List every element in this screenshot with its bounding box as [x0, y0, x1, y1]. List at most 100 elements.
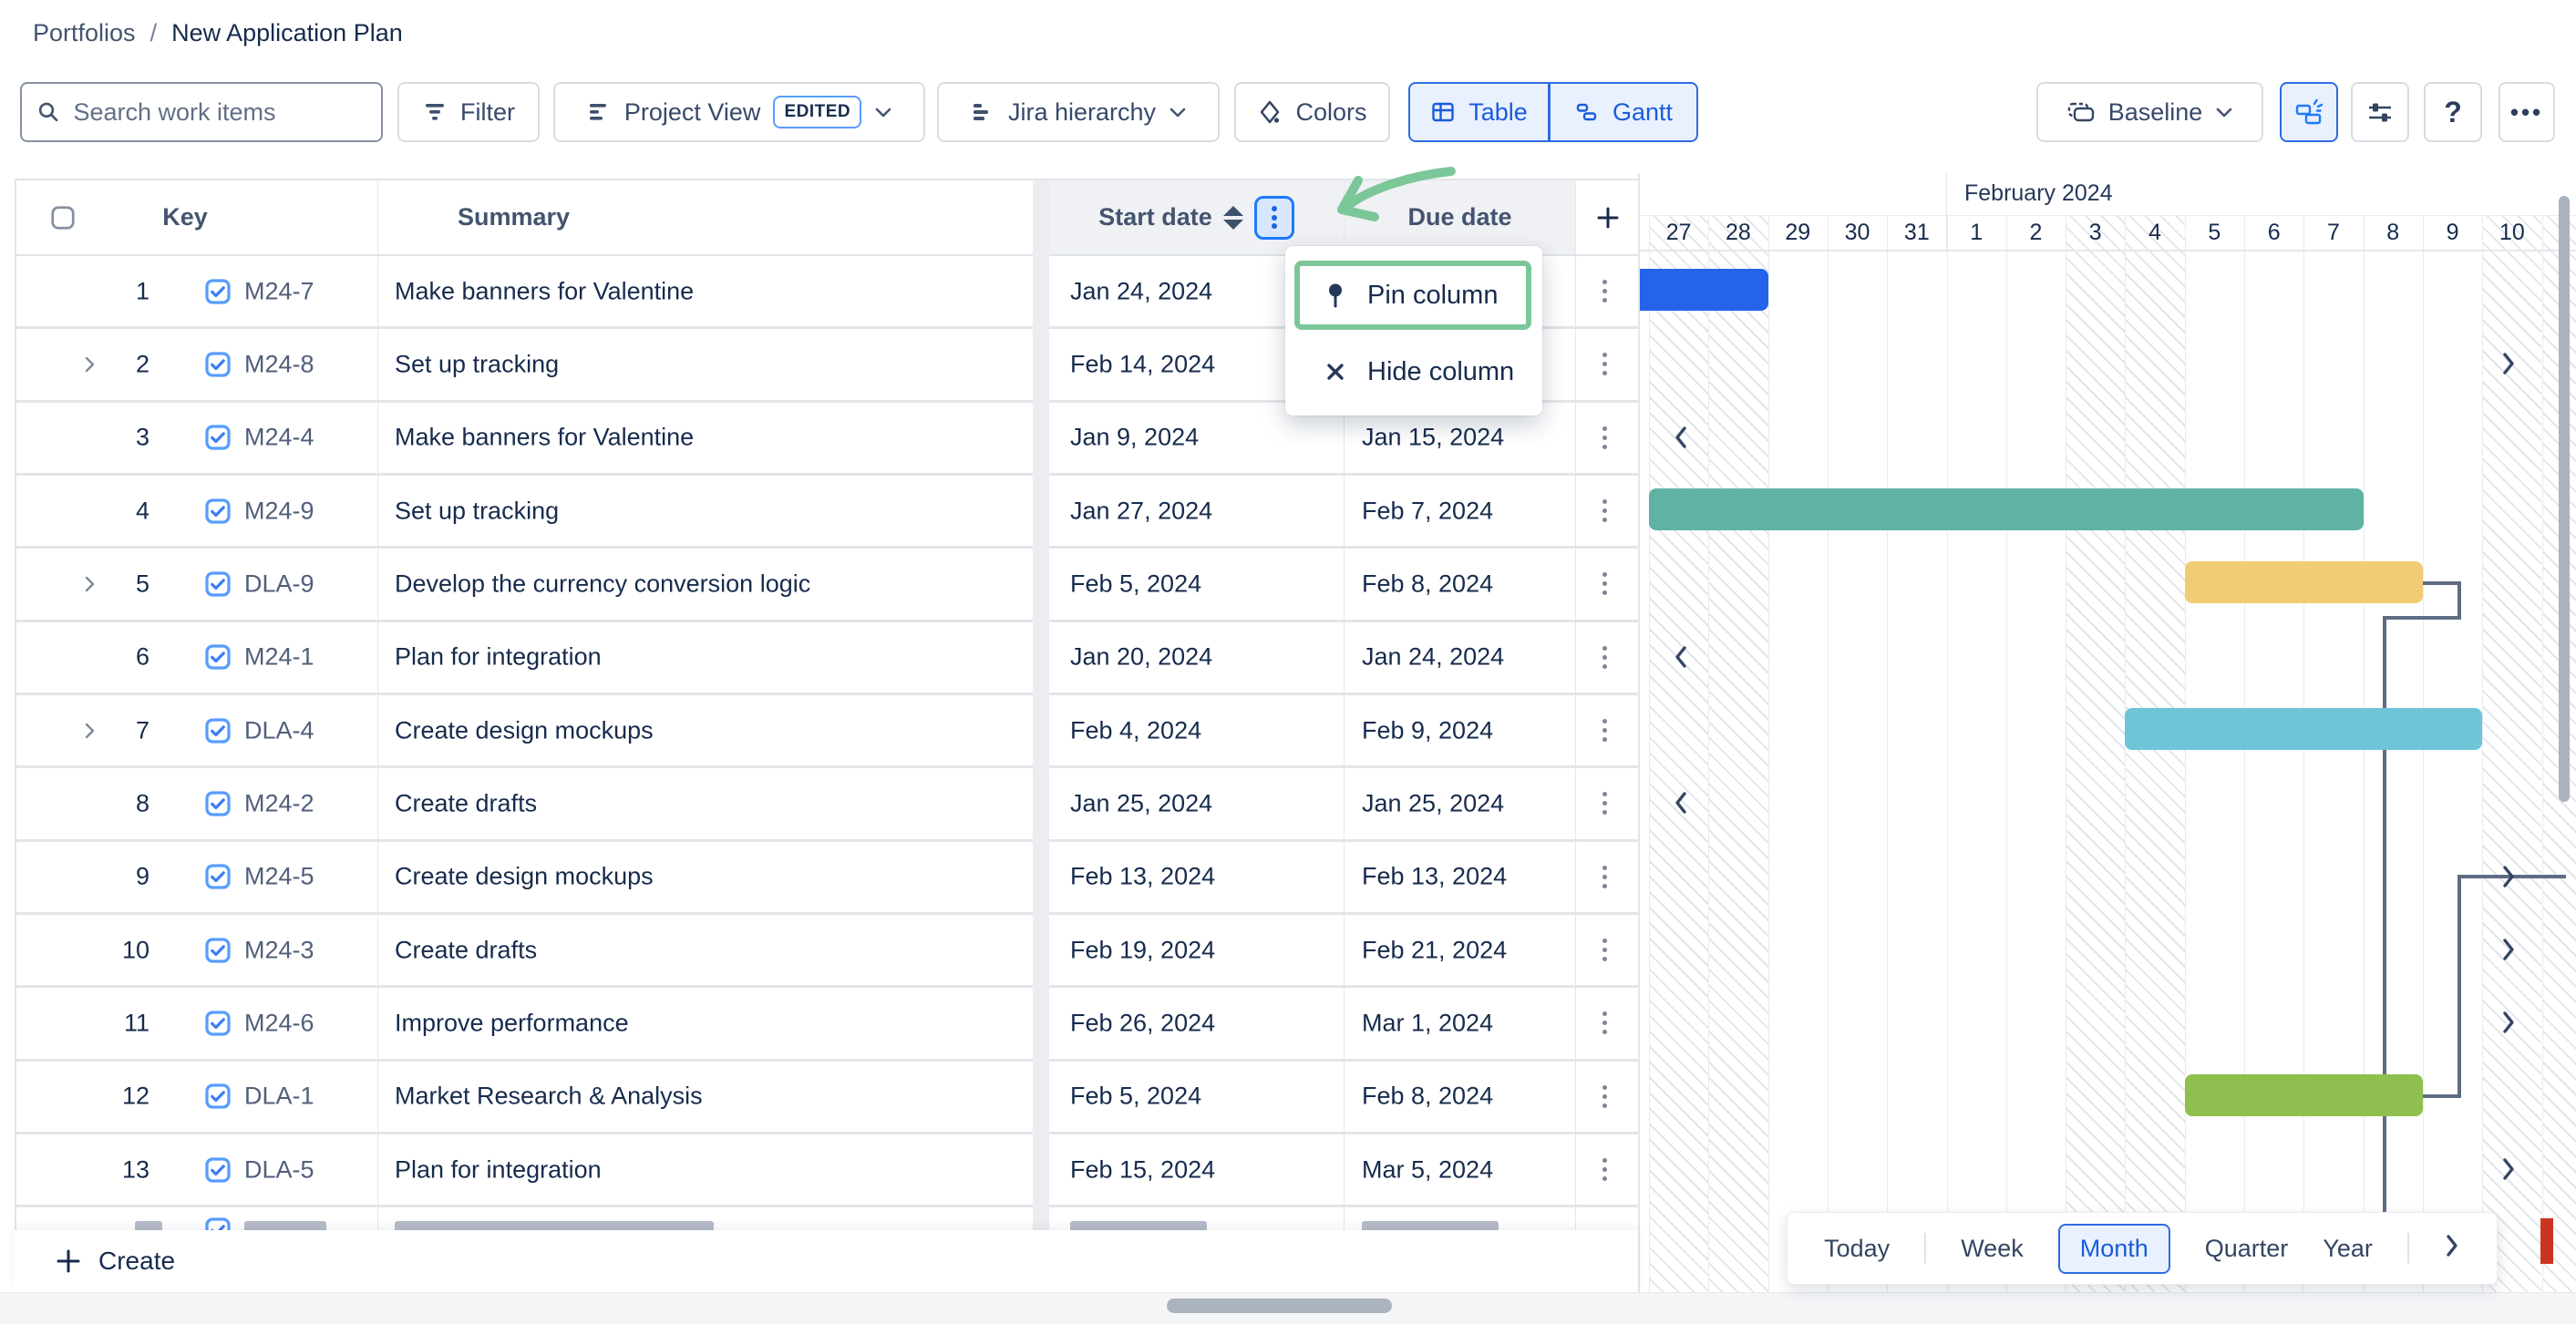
issue-summary[interactable]: Improve performance [395, 1009, 629, 1037]
zoom-option-month[interactable]: Month [2057, 1223, 2170, 1274]
zoom-option-quarter[interactable]: Quarter [2204, 1234, 2289, 1262]
due-date-cell[interactable]: Mar 1, 2024 [1362, 1009, 1494, 1037]
timeline-scroll-right-button[interactable] [2444, 1231, 2460, 1267]
start-date-cell[interactable]: Jan 25, 2024 [1070, 789, 1213, 817]
horizontal-scrollbar-thumb[interactable] [1167, 1298, 1392, 1313]
sort-icon[interactable] [1222, 205, 1243, 230]
gantt-vertical-scrollbar[interactable] [2559, 196, 2570, 802]
column-divider [1575, 180, 1576, 1324]
due-date-cell[interactable]: Jan 15, 2024 [1362, 423, 1505, 451]
offscreen-bar-right-button[interactable] [2500, 935, 2517, 969]
add-column-button[interactable] [1575, 180, 1638, 254]
column-header-key[interactable]: Key [162, 203, 208, 231]
jira-hierarchy-button[interactable]: Jira hierarchy [937, 82, 1220, 142]
help-button[interactable]: ? [2424, 82, 2482, 142]
due-date-cell[interactable]: Feb 9, 2024 [1362, 716, 1494, 744]
due-date-cell[interactable]: Jan 24, 2024 [1362, 642, 1505, 671]
offscreen-bar-right-button[interactable] [2500, 349, 2517, 383]
issue-summary[interactable]: Market Research & Analysis [395, 1082, 703, 1110]
start-date-cell[interactable]: Feb 13, 2024 [1070, 862, 1216, 890]
issue-summary[interactable]: Set up tracking [395, 497, 560, 525]
offscreen-bar-right-button[interactable] [2500, 862, 2517, 896]
day-gridline [2244, 215, 2245, 1292]
start-date-cell[interactable]: Feb 4, 2024 [1070, 716, 1202, 744]
table-row[interactable]: 6 M24-1 Plan for integration Jan 20, 2024 J… [16, 621, 1638, 695]
issue-summary[interactable]: Develop the currency conversion logic [395, 570, 811, 598]
due-date-cell[interactable]: Feb 7, 2024 [1362, 497, 1494, 525]
table-row[interactable]: 11 M24-6 Improve performance Feb 26, 2024 M… [16, 988, 1638, 1062]
start-date-cell[interactable]: Jan 9, 2024 [1070, 423, 1200, 451]
due-date-cell[interactable]: Feb 21, 2024 [1362, 936, 1508, 964]
offscreen-bar-left-button[interactable] [1673, 423, 1689, 457]
tab-table-view[interactable]: Table [1408, 82, 1550, 142]
start-date-cell[interactable]: Feb 5, 2024 [1070, 570, 1202, 598]
issue-summary[interactable]: Plan for integration [395, 1155, 602, 1184]
search-input[interactable] [20, 82, 383, 142]
issue-summary[interactable]: Create drafts [395, 936, 538, 964]
start-date-cell[interactable]: Feb 19, 2024 [1070, 936, 1216, 964]
column-options-button[interactable] [1253, 195, 1294, 240]
due-date-cell[interactable]: Jan 25, 2024 [1362, 789, 1505, 817]
row-expand-button[interactable] [78, 572, 100, 596]
select-all-checkbox[interactable] [49, 204, 77, 231]
menu-item-hide-column[interactable]: Hide column [1285, 343, 1542, 401]
table-row[interactable]: 10 M24-3 Create drafts Feb 19, 2024 Feb 21,… [16, 914, 1638, 989]
gantt-bar-dla-1[interactable] [2184, 1073, 2423, 1116]
zoom-option-year[interactable]: Year [2323, 1234, 2373, 1262]
issue-summary[interactable]: Plan for integration [395, 642, 602, 671]
table-row[interactable]: 9 M24-5 Create design mockups Feb 13, 2024… [16, 841, 1638, 915]
issue-summary[interactable]: Set up tracking [395, 350, 560, 378]
project-view-button[interactable]: Project View EDITED [553, 82, 925, 142]
gantt-bar-dla-9[interactable] [2184, 561, 2423, 604]
table-row[interactable]: 5 DLA-9 Develop the currency conversion l… [16, 549, 1638, 622]
due-date-cell[interactable]: Feb 8, 2024 [1362, 1082, 1494, 1110]
gantt-bar-m24-7[interactable] [1640, 269, 1768, 311]
table-row[interactable]: 12 DLA-1 Market Research & Analysis Feb 5,… [16, 1061, 1638, 1134]
offscreen-bar-right-button[interactable] [2500, 1155, 2517, 1188]
column-resize-gutter[interactable] [1033, 180, 1049, 1324]
tab-gantt-view[interactable]: Gantt [1550, 82, 1698, 142]
table-row[interactable]: 4 M24-9 Set up tracking Jan 27, 2024 Feb 7,… [16, 475, 1638, 549]
start-date-cell[interactable]: Feb 5, 2024 [1070, 1082, 1202, 1110]
due-date-cell[interactable]: Mar 5, 2024 [1362, 1155, 1494, 1184]
day-header-cell: 31 [1903, 219, 1930, 245]
column-header-due-date[interactable]: Due date [1407, 203, 1512, 231]
due-date-cell[interactable]: Feb 8, 2024 [1362, 570, 1494, 598]
due-date-cell[interactable]: Feb 13, 2024 [1362, 862, 1508, 890]
row-expand-button[interactable] [78, 353, 100, 376]
gantt-bar-dla-4[interactable] [2125, 707, 2483, 750]
table-row[interactable]: 8 M24-2 Create drafts Jan 25, 2024 Jan 25, … [16, 768, 1638, 842]
column-header-start-date[interactable]: Start date [1049, 180, 1344, 254]
baseline-button[interactable]: Baseline [2036, 82, 2263, 142]
create-button[interactable]: Create [15, 1230, 1638, 1292]
column-header-summary[interactable]: Summary [458, 203, 571, 231]
more-actions-button[interactable]: ••• [2499, 82, 2555, 142]
gantt-bar-m24-9[interactable] [1649, 488, 2364, 530]
issue-summary[interactable]: Create drafts [395, 789, 538, 817]
start-date-cell[interactable]: Jan 27, 2024 [1070, 497, 1213, 525]
dependencies-toggle-button[interactable] [2280, 82, 2338, 142]
row-expand-button[interactable] [78, 719, 100, 743]
offscreen-bar-right-button[interactable] [2500, 1008, 2517, 1042]
start-date-cell[interactable]: Feb 14, 2024 [1070, 350, 1216, 378]
table-row[interactable]: 7 DLA-4 Create design mockups Feb 4, 2024 F… [16, 694, 1638, 769]
table-row[interactable]: 13 DLA-5 Plan for integration Feb 15, 2024… [16, 1134, 1638, 1208]
filter-button[interactable]: Filter [397, 82, 540, 142]
offscreen-bar-left-button[interactable] [1673, 642, 1689, 676]
breadcrumb-portfolios[interactable]: Portfolios [33, 18, 136, 46]
view-settings-button[interactable] [2351, 82, 2409, 142]
start-date-cell[interactable]: Jan 24, 2024 [1070, 277, 1213, 305]
issue-summary[interactable]: Create design mockups [395, 862, 654, 890]
issue-summary[interactable]: Create design mockups [395, 716, 654, 744]
zoom-option-week[interactable]: Week [1961, 1234, 2024, 1262]
colors-button[interactable]: Colors [1234, 82, 1390, 142]
start-date-cell[interactable]: Feb 15, 2024 [1070, 1155, 1216, 1184]
issue-summary[interactable]: Make banners for Valentine [395, 277, 695, 305]
zoom-option-today[interactable]: Today [1824, 1234, 1891, 1262]
menu-item-pin-column[interactable]: Pin column [1285, 266, 1542, 324]
start-date-cell[interactable]: Jan 20, 2024 [1070, 642, 1213, 671]
issue-summary[interactable]: Make banners for Valentine [395, 423, 695, 451]
offscreen-bar-left-button[interactable] [1673, 788, 1689, 822]
search-field[interactable] [71, 97, 366, 128]
start-date-cell[interactable]: Feb 26, 2024 [1070, 1009, 1216, 1037]
